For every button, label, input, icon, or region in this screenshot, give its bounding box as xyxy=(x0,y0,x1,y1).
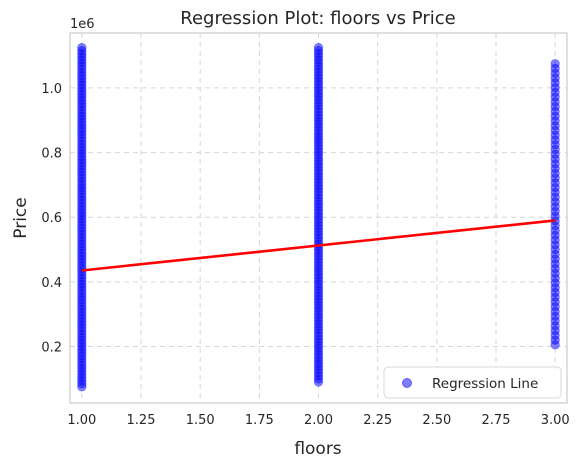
regression-lines xyxy=(81,219,556,272)
y-axis-label: Price xyxy=(11,197,31,238)
scatter-point xyxy=(550,58,560,69)
x-tick-label: 2.00 xyxy=(304,413,333,428)
y-tick-label: 0.2 xyxy=(41,340,62,355)
x-axis-label: floors xyxy=(294,439,341,459)
x-tick-label: 1.75 xyxy=(245,413,274,428)
scatter-points xyxy=(77,42,560,392)
x-axis-ticks: 1.00 1.25 1.50 1.75 2.00 2.25 2.50 2.75 3.00 xyxy=(67,413,569,428)
x-tick-label: 2.75 xyxy=(482,413,511,428)
chart-title: Regression Plot: floors vs Price xyxy=(180,8,455,29)
y-tick-label: 1.0 xyxy=(41,82,62,97)
y-offset-label: 1e6 xyxy=(70,17,95,32)
legend-label: Regression Line xyxy=(432,376,538,392)
legend-marker xyxy=(402,378,412,388)
legend-box xyxy=(383,366,562,399)
x-tick-label: 1.25 xyxy=(127,413,156,428)
legend: Regression Line xyxy=(383,366,562,399)
x-tick-label: 3.00 xyxy=(541,413,570,428)
y-tick-label: 0.8 xyxy=(41,147,62,162)
x-tick-label: 1.00 xyxy=(67,413,96,428)
y-tick-label: 0.6 xyxy=(41,211,62,226)
regression-line xyxy=(81,219,556,272)
y-axis-ticks: 0.2 0.4 0.6 0.8 1.0 xyxy=(41,82,62,356)
scatter-point xyxy=(313,42,324,53)
scatter-point xyxy=(77,42,87,53)
x-tick-label: 1.50 xyxy=(186,413,215,428)
plot-frame xyxy=(69,32,568,404)
x-tick-label: 2.25 xyxy=(363,413,392,428)
x-tick-label: 2.50 xyxy=(422,413,451,428)
y-tick-label: 0.4 xyxy=(41,276,62,291)
